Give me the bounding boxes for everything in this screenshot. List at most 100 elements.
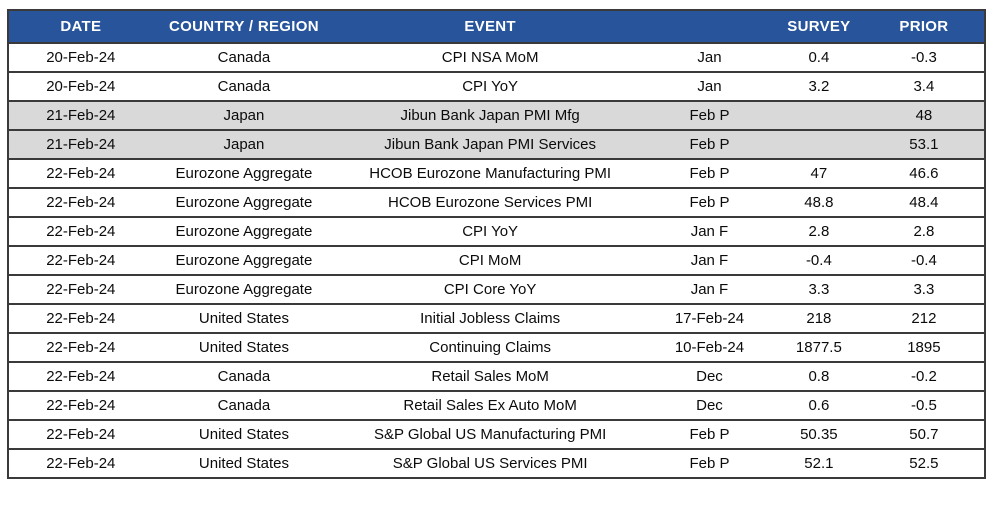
cell-event: Continuing Claims — [335, 333, 645, 363]
cell-prior: 48.4 — [863, 188, 985, 218]
cell-survey: 1877.5 — [773, 333, 864, 363]
cell-date: 22-Feb-24 — [8, 159, 153, 189]
cell-date: 22-Feb-24 — [8, 217, 153, 247]
table-row: 20-Feb-24 Canada CPI YoY Jan 3.2 3.4 — [8, 72, 985, 102]
cell-date: 20-Feb-24 — [8, 43, 153, 73]
table-row: 22-Feb-24 Eurozone Aggregate HCOB Eurozone… — [8, 159, 985, 189]
cell-period: 17-Feb-24 — [644, 304, 774, 334]
cell-country: Canada — [152, 362, 336, 392]
cell-period: Jan F — [644, 246, 774, 276]
cell-period: Feb P — [644, 101, 774, 131]
cell-event: Retail Sales MoM — [335, 362, 645, 392]
cell-period: Jan — [644, 43, 774, 73]
cell-country: Canada — [152, 72, 336, 102]
table-row: 22-Feb-24 Canada Retail Sales MoM Dec 0.8 -0.… — [8, 362, 985, 392]
table-row: 22-Feb-24 Eurozone Aggregate HCOB Eurozone… — [8, 188, 985, 218]
cell-event: S&P Global US Manufacturing PMI — [335, 420, 645, 450]
cell-survey — [773, 101, 864, 131]
table-row: 22-Feb-24 Eurozone Aggregate CPI Core YoY J… — [8, 275, 985, 305]
table-row: 21-Feb-24 Japan Jibun Bank Japan PMI Servi… — [8, 130, 985, 160]
column-header-event: EVENT — [335, 10, 645, 44]
cell-survey: 48.8 — [773, 188, 864, 218]
cell-period: Feb P — [644, 188, 774, 218]
table-row: 20-Feb-24 Canada CPI NSA MoM Jan 0.4 -0.3 — [8, 43, 985, 73]
cell-survey: 50.35 — [773, 420, 864, 450]
cell-date: 22-Feb-24 — [8, 246, 153, 276]
cell-country: Canada — [152, 43, 336, 73]
cell-date: 22-Feb-24 — [8, 188, 153, 218]
cell-prior: 3.4 — [863, 72, 985, 102]
cell-survey: 218 — [773, 304, 864, 334]
cell-prior: -0.4 — [863, 246, 985, 276]
cell-period: Feb P — [644, 449, 774, 479]
cell-date: 22-Feb-24 — [8, 362, 153, 392]
cell-event: Initial Jobless Claims — [335, 304, 645, 334]
cell-date: 22-Feb-24 — [8, 275, 153, 305]
cell-country: Japan — [152, 130, 336, 160]
cell-survey: 52.1 — [773, 449, 864, 479]
cell-prior: 48 — [863, 101, 985, 131]
cell-date: 21-Feb-24 — [8, 130, 153, 160]
cell-country: Eurozone Aggregate — [152, 246, 336, 276]
table-body: 20-Feb-24 Canada CPI NSA MoM Jan 0.4 -0.3 20-F… — [8, 43, 985, 479]
cell-prior: -0.5 — [863, 391, 985, 421]
table-row: 22-Feb-24 Canada Retail Sales Ex Auto MoM D… — [8, 391, 985, 421]
table-row: 22-Feb-24 United States Initial Jobless Cl… — [8, 304, 985, 334]
cell-date: 21-Feb-24 — [8, 101, 153, 131]
cell-event: CPI NSA MoM — [335, 43, 645, 73]
cell-period: Feb P — [644, 130, 774, 160]
cell-date: 22-Feb-24 — [8, 333, 153, 363]
cell-prior: -0.2 — [863, 362, 985, 392]
cell-event: Retail Sales Ex Auto MoM — [335, 391, 645, 421]
cell-event: Jibun Bank Japan PMI Services — [335, 130, 645, 160]
economic-calendar: DATE COUNTRY / REGION EVENT SURVEY PRIOR… — [7, 9, 986, 479]
column-header-period — [644, 10, 774, 44]
cell-period: 10-Feb-24 — [644, 333, 774, 363]
cell-period: Jan — [644, 72, 774, 102]
cell-country: United States — [152, 449, 336, 479]
cell-survey — [773, 130, 864, 160]
cell-survey: 3.3 — [773, 275, 864, 305]
cell-survey: 2.8 — [773, 217, 864, 247]
cell-event: Jibun Bank Japan PMI Mfg — [335, 101, 645, 131]
column-header-country-region: COUNTRY / REGION — [152, 10, 336, 44]
cell-country: Eurozone Aggregate — [152, 217, 336, 247]
cell-prior: 53.1 — [863, 130, 985, 160]
table-row: 21-Feb-24 Japan Jibun Bank Japan PMI Mfg Fe… — [8, 101, 985, 131]
cell-country: Eurozone Aggregate — [152, 188, 336, 218]
cell-date: 20-Feb-24 — [8, 72, 153, 102]
cell-survey: 0.4 — [773, 43, 864, 73]
table-row: 22-Feb-24 United States S&P Global US Serv… — [8, 449, 985, 479]
cell-prior: 212 — [863, 304, 985, 334]
cell-period: Feb P — [644, 420, 774, 450]
cell-prior: -0.3 — [863, 43, 985, 73]
cell-period: Feb P — [644, 159, 774, 189]
cell-event: HCOB Eurozone Services PMI — [335, 188, 645, 218]
cell-survey: -0.4 — [773, 246, 864, 276]
cell-period: Jan F — [644, 275, 774, 305]
cell-survey: 47 — [773, 159, 864, 189]
cell-event: S&P Global US Services PMI — [335, 449, 645, 479]
cell-prior: 2.8 — [863, 217, 985, 247]
cell-prior: 52.5 — [863, 449, 985, 479]
cell-survey: 0.8 — [773, 362, 864, 392]
cell-date: 22-Feb-24 — [8, 391, 153, 421]
cell-date: 22-Feb-24 — [8, 304, 153, 334]
cell-period: Jan F — [644, 217, 774, 247]
cell-event: CPI YoY — [335, 72, 645, 102]
cell-prior: 1895 — [863, 333, 985, 363]
table-header: DATE COUNTRY / REGION EVENT SURVEY PRIOR — [8, 10, 985, 44]
cell-country: Japan — [152, 101, 336, 131]
economic-calendar-table: DATE COUNTRY / REGION EVENT SURVEY PRIOR… — [7, 9, 986, 479]
column-header-survey: SURVEY — [773, 10, 864, 44]
cell-event: CPI Core YoY — [335, 275, 645, 305]
cell-country: United States — [152, 304, 336, 334]
cell-period: Dec — [644, 362, 774, 392]
column-header-prior: PRIOR — [863, 10, 985, 44]
table-row: 22-Feb-24 Eurozone Aggregate CPI MoM Jan F-… — [8, 246, 985, 276]
table-row: 22-Feb-24 United States S&P Global US Manu… — [8, 420, 985, 450]
cell-country: United States — [152, 333, 336, 363]
table-row: 22-Feb-24 United States Continuing Claims 1… — [8, 333, 985, 363]
cell-survey: 3.2 — [773, 72, 864, 102]
